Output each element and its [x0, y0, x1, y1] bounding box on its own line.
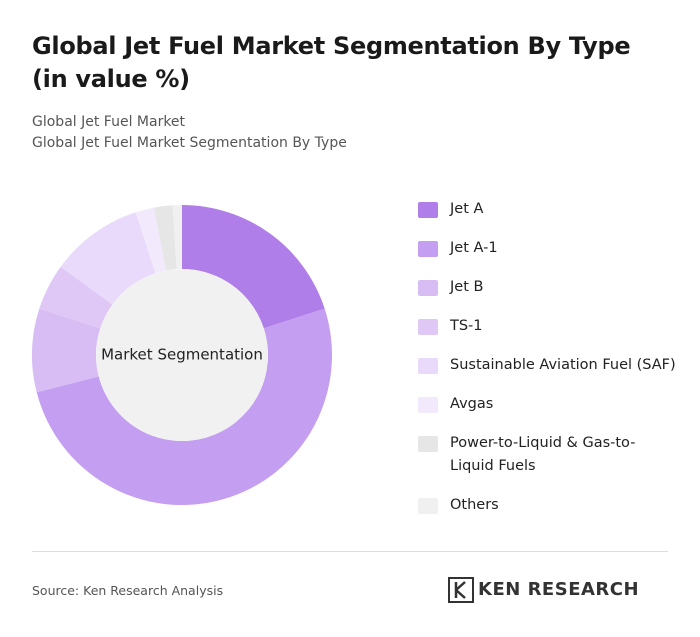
- legend-item: Power-to-Liquid & Gas-to-Liquid Fuels: [418, 432, 678, 478]
- legend-label: Power-to-Liquid & Gas-to-Liquid Fuels: [450, 435, 636, 474]
- legend-swatch: [418, 436, 438, 452]
- legend-item: Others: [418, 494, 678, 517]
- divider: [32, 551, 668, 552]
- legend-swatch: [418, 280, 438, 296]
- legend-label: Avgas: [450, 396, 494, 412]
- legend-item: Jet A-1: [418, 237, 678, 260]
- donut-segment: [135, 207, 166, 274]
- legend-label: Jet A-1: [450, 240, 498, 256]
- legend-swatch: [418, 241, 438, 257]
- legend-swatch: [418, 397, 438, 413]
- legend-item: Sustainable Aviation Fuel (SAF): [418, 354, 678, 377]
- subtitle: Global Jet Fuel Market Segmentation By T…: [32, 135, 347, 151]
- legend-item: Jet A: [418, 198, 678, 221]
- legend-item: Jet B: [418, 276, 678, 299]
- legend: Jet A Jet A-1 Jet B TS-1 Sustainable Aviatio…: [418, 198, 678, 533]
- source: Source: Ken Research Analysis: [32, 583, 224, 598]
- donut-chart: Market Segmentation: [32, 205, 332, 505]
- donut-segment: [39, 266, 113, 329]
- donut-segment: [36, 308, 332, 505]
- donut-segment: [60, 212, 156, 305]
- subtitle: Global Jet Fuel Market: [32, 114, 186, 130]
- legend-label: Sustainable Aviation Fuel (SAF): [450, 357, 676, 373]
- legend-swatch: [418, 498, 438, 514]
- donut-segment: [32, 308, 101, 393]
- legend-swatch: [418, 358, 438, 374]
- legend-swatch: [418, 319, 438, 335]
- donut-segment: [182, 205, 325, 329]
- legend-label: TS-1: [450, 318, 483, 334]
- donut-hole: [96, 269, 268, 441]
- legend-label: Jet A: [450, 201, 484, 217]
- legend-item: Avgas: [418, 393, 678, 416]
- donut-segment: [153, 205, 177, 271]
- legend-swatch: [418, 202, 438, 218]
- legend-label: Others: [450, 497, 499, 513]
- legend-item: TS-1: [418, 315, 678, 338]
- legend-label: Jet B: [450, 279, 484, 295]
- brand: KEN RESEARCH: [478, 579, 640, 600]
- brand-icon: [448, 577, 474, 603]
- chart-title: Global Jet Fuel Market Segmentation By T…: [32, 32, 631, 93]
- donut-segment: [172, 205, 182, 270]
- center-label: Market Segmentation: [101, 346, 263, 364]
